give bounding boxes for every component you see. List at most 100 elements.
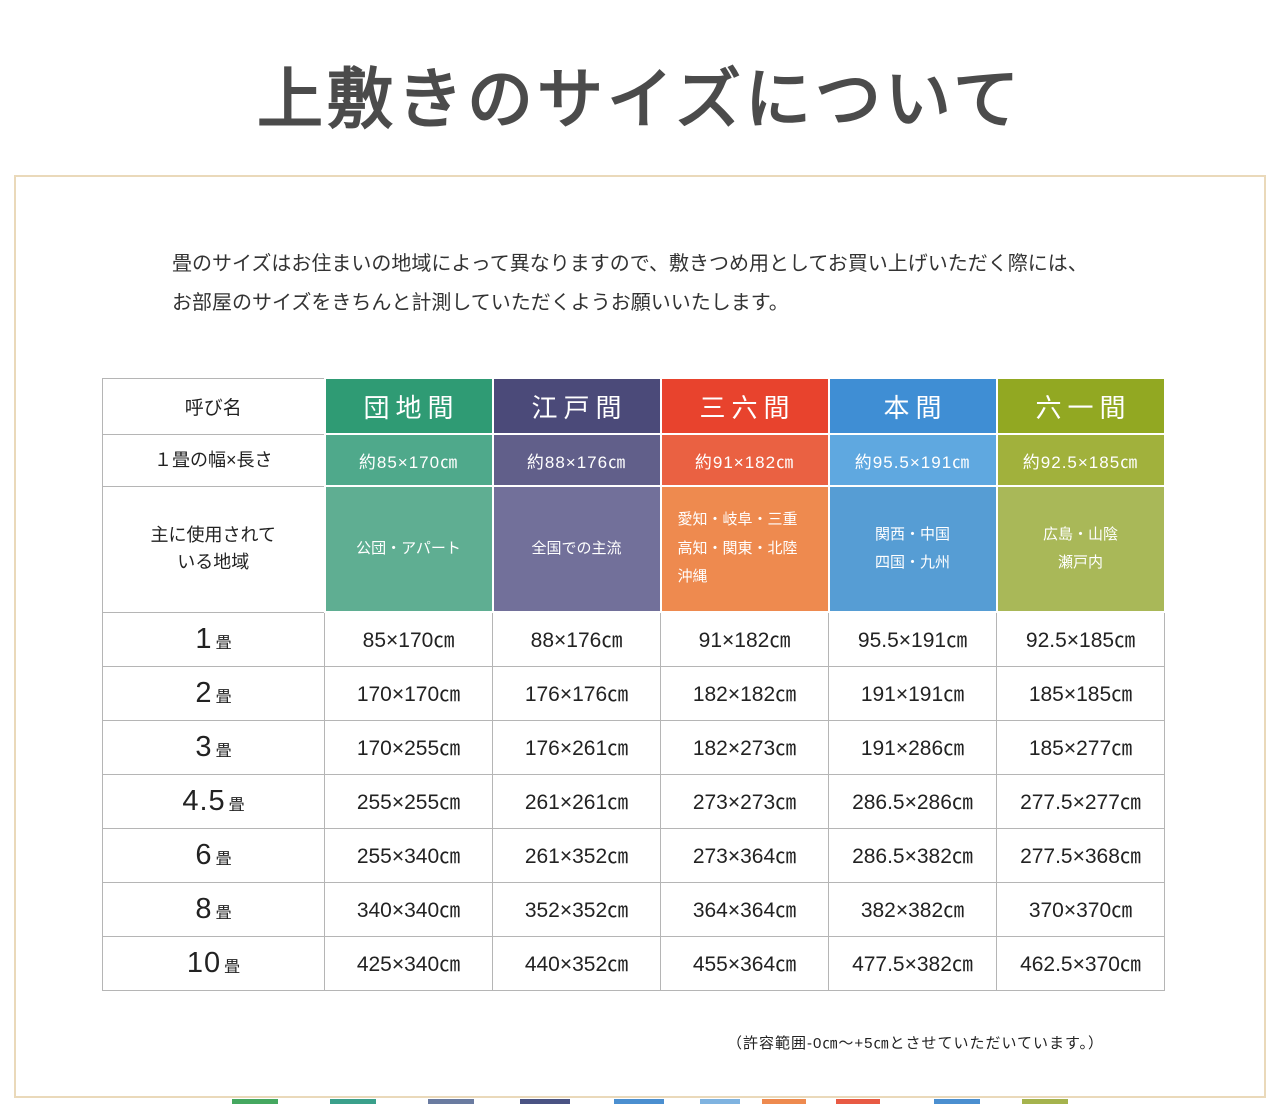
column-header-honma: 本間 — [827, 377, 998, 435]
size-value: 185×185㎝ — [996, 665, 1165, 721]
region-line: 四国・九州 — [874, 554, 950, 571]
region-line: 愛知・岐阜・三重 — [677, 511, 798, 529]
row-label-unit: 畳 — [215, 634, 232, 652]
row-label-unit: 畳 — [215, 742, 232, 760]
region-cell-honma: 関西・中国 四国・九州 — [827, 485, 998, 613]
intro-line-1: 畳のサイズはお住まいの地域によって異なりますので、敷きつめ用としてお買い上げいた… — [172, 253, 1088, 275]
one-tatami-size-edoma: 約88×176㎝ — [491, 433, 662, 487]
intro-text: 畳のサイズはお住まいの地域によって異なりますので、敷きつめ用としてお買い上げいた… — [172, 245, 1204, 323]
size-value: 176×176㎝ — [492, 665, 661, 721]
region-line: 関西・中国 — [874, 525, 950, 543]
row-label-number: 10 — [186, 946, 222, 979]
row-label-unit: 畳 — [215, 850, 232, 868]
size-value: 340×340㎝ — [324, 881, 493, 937]
size-row-10-jo: 10 畳 425×340㎝ 440×352㎝ 455×364㎝ 477.5×382㎝ 462… — [102, 935, 1165, 991]
size-value: 92.5×185㎝ — [996, 611, 1165, 667]
size-value: 286.5×382㎝ — [828, 827, 997, 883]
bottom-strip-segment — [934, 1099, 980, 1104]
row-label-unit: 畳 — [224, 958, 241, 976]
footnote: （許容範囲-0㎝〜+5㎝とさせていただいています。） — [727, 1035, 1104, 1052]
region-cell-danchima: 公団・アパート — [323, 485, 494, 613]
size-row-2-jo: 2 畳 170×170㎝ 176×176㎝ 182×182㎝ 191×191㎝ 185×18… — [102, 665, 1165, 721]
corner-cell-yobina: 呼び名 — [102, 377, 325, 435]
size-table-body: 1 畳 85×170㎝ 88×176㎝ 91×182㎝ 95.5×191㎝ 92.5×185… — [102, 611, 1165, 991]
size-value: 462.5×370㎝ — [996, 935, 1165, 991]
row-label-number: 8 — [195, 892, 213, 925]
content-box: 畳のサイズはお住まいの地域によって異なりますので、敷きつめ用としてお買い上げいた… — [14, 175, 1266, 1098]
region-line: 高知・関東・北陸 — [677, 539, 798, 557]
size-row-1-jo: 1 畳 85×170㎝ 88×176㎝ 91×182㎝ 95.5×191㎝ 92.5×185… — [102, 611, 1165, 667]
size-value: 382×382㎝ — [828, 881, 997, 937]
region-row-label-line-1: 主に使用されて — [150, 525, 276, 545]
row-label: 4.5 畳 — [102, 773, 325, 829]
region-row: 主に使用されて いる地域 公団・アパート 全国での主流 愛知・岐阜・三重 高知・… — [102, 485, 1166, 613]
size-value: 273×273㎝ — [660, 773, 829, 829]
size-value: 255×255㎝ — [324, 773, 493, 829]
size-value: 182×182㎝ — [660, 665, 829, 721]
row-label-number: 4.5 — [182, 784, 226, 817]
row-label-number: 6 — [195, 838, 213, 871]
size-value: 261×261㎝ — [492, 773, 661, 829]
column-header-danchima: 団地間 — [323, 377, 494, 435]
size-value: 477.5×382㎝ — [828, 935, 997, 991]
column-header-rokuichima: 六一間 — [995, 377, 1166, 435]
size-value: 425×340㎝ — [324, 935, 493, 991]
bottom-strip-segment — [614, 1099, 664, 1104]
size-value: 255×340㎝ — [324, 827, 493, 883]
size-row-4.5-jo: 4.5 畳 255×255㎝ 261×261㎝ 273×273㎝ 286.5×286㎝ 27… — [102, 773, 1165, 829]
size-value: 370×370㎝ — [996, 881, 1165, 937]
bottom-strip — [0, 1099, 1280, 1104]
one-tatami-size-rokuichima: 約92.5×185㎝ — [995, 433, 1166, 487]
row-label-number: 3 — [195, 730, 213, 763]
header-row: 呼び名 団地間 江戸間 三六間 本間 六一間 — [102, 377, 1166, 435]
size-value: 182×273㎝ — [660, 719, 829, 775]
region-cell-rokuichima: 広島・山陰 瀬戸内 — [995, 485, 1166, 613]
bottom-strip-segment — [232, 1099, 278, 1104]
bottom-strip-segment — [428, 1099, 474, 1104]
region-cell-saburokuma: 愛知・岐阜・三重 高知・関東・北陸 沖縄 — [659, 485, 830, 613]
size-value: 273×364㎝ — [660, 827, 829, 883]
size-value: 170×170㎝ — [324, 665, 493, 721]
size-value: 352×352㎝ — [492, 881, 661, 937]
page-title: 上敷きのサイズについて — [256, 64, 1024, 137]
column-header-saburokuma: 三六間 — [659, 377, 830, 435]
size-value: 364×364㎝ — [660, 881, 829, 937]
bottom-strip-segment — [836, 1099, 880, 1104]
size-value: 191×191㎝ — [828, 665, 997, 721]
region-line: 瀬戸内 — [1057, 554, 1103, 571]
one-tatami-size-danchima: 約85×170㎝ — [323, 433, 494, 487]
size-value: 185×277㎝ — [996, 719, 1165, 775]
size-value: 91×182㎝ — [660, 611, 829, 667]
size-value: 85×170㎝ — [324, 611, 493, 667]
size-value: 95.5×191㎝ — [828, 611, 997, 667]
one-tatami-size-saburokuma: 約91×182㎝ — [659, 433, 830, 487]
size-value: 455×364㎝ — [660, 935, 829, 991]
bottom-strip-segment — [1022, 1099, 1068, 1104]
size-value: 88×176㎝ — [492, 611, 661, 667]
bottom-strip-segment — [762, 1099, 806, 1104]
size-value: 261×352㎝ — [492, 827, 661, 883]
region-line: 公団・アパート — [356, 539, 461, 557]
size-value: 277.5×277㎝ — [996, 773, 1165, 829]
size-value: 191×286㎝ — [828, 719, 997, 775]
row-label-number: 2 — [195, 676, 213, 709]
size-table-head: 呼び名 団地間 江戸間 三六間 本間 六一間 １畳の幅×長さ 約85×170㎝ … — [102, 377, 1166, 613]
row-label-unit: 畳 — [215, 904, 232, 922]
size-row-label: １畳の幅×長さ — [102, 433, 325, 487]
row-label: 10 畳 — [102, 935, 325, 991]
row-label-number: 1 — [195, 622, 213, 655]
size-value: 170×255㎝ — [324, 719, 493, 775]
region-cell-edoma: 全国での主流 — [491, 485, 662, 613]
size-row-6-jo: 6 畳 255×340㎝ 261×352㎝ 273×364㎝ 286.5×382㎝ 277.… — [102, 827, 1165, 883]
column-header-edoma: 江戸間 — [491, 377, 662, 435]
bottom-strip-segment — [700, 1099, 740, 1104]
size-value: 176×261㎝ — [492, 719, 661, 775]
one-tatami-size-row: １畳の幅×長さ 約85×170㎝ 約88×176㎝ 約91×182㎝ 約95.5… — [102, 433, 1166, 487]
one-tatami-size-honma: 約95.5×191㎝ — [827, 433, 998, 487]
size-value: 440×352㎝ — [492, 935, 661, 991]
